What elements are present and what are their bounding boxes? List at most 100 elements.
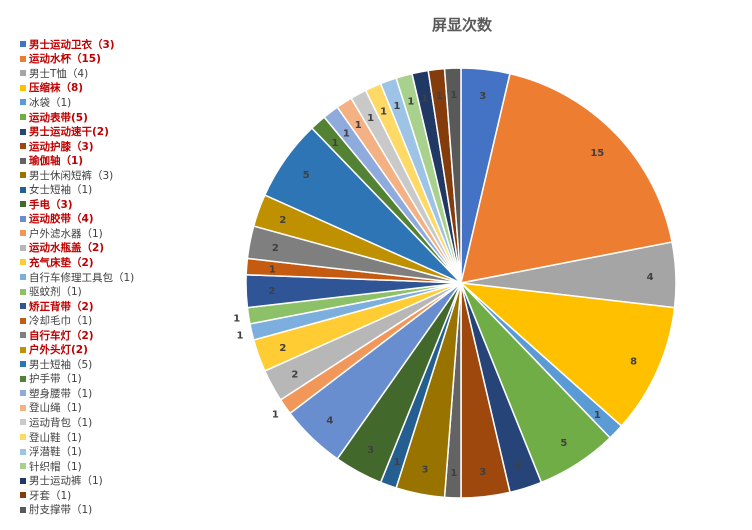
chart-legend: 男士运动卫衣（3) 运动水杯（15) 男士T恤（4) 压缩袜（8) 冰袋（1) 运动表带(…: [20, 37, 230, 517]
legend-swatch: [20, 492, 26, 499]
legend-item: 男士运动速干(2): [20, 124, 230, 139]
data-label: 2: [279, 343, 286, 354]
data-label: 3: [479, 91, 486, 102]
legend-label: 登山鞋（1): [29, 431, 82, 444]
legend-label: 男士T恤（4): [29, 67, 89, 80]
legend-label: 运动水杯（15): [29, 53, 101, 66]
legend-label: 手电（3): [29, 198, 73, 211]
legend-swatch: [20, 99, 26, 106]
legend-label: 运动水瓶盖（2): [29, 242, 105, 255]
legend-swatch: [20, 390, 26, 397]
legend-swatch: [20, 274, 26, 281]
legend-item: 登山鞋（1): [20, 430, 230, 445]
legend-item: 护手带（1): [20, 372, 230, 387]
data-label: 1: [394, 101, 401, 112]
legend-item: 塑身腰带（1): [20, 386, 230, 401]
data-label: 8: [630, 356, 637, 367]
legend-swatch: [20, 317, 26, 324]
legend-swatch: [20, 172, 26, 179]
legend-label: 运动胶带（4): [29, 213, 94, 226]
legend-swatch: [20, 375, 26, 382]
legend-item: 自行车修理工具包（1): [20, 270, 230, 285]
legend-item: 肘支撑带（1): [20, 503, 230, 518]
legend-swatch: [20, 477, 26, 484]
legend-item: 冷却毛巾（1): [20, 313, 230, 328]
data-label: 3: [422, 465, 429, 476]
legend-item: 登山绳（1): [20, 401, 230, 416]
legend-item: 男士运动卫衣（3): [20, 37, 230, 52]
data-label: 5: [303, 170, 310, 181]
legend-label: 男士运动裤（1): [29, 475, 103, 488]
legend-item: 牙套（1): [20, 488, 230, 503]
data-label: 3: [479, 467, 486, 478]
legend-label: 矫正背带（2): [29, 300, 94, 313]
legend-item: 自行车灯（2): [20, 328, 230, 343]
data-label: 1: [237, 331, 244, 342]
pie-slice: [458, 281, 676, 428]
legend-item: 女士短袖（1): [20, 182, 230, 197]
data-label: 1: [343, 129, 350, 140]
legend-item: 驱蚊剂（1): [20, 284, 230, 299]
legend-label: 冰袋（1): [29, 96, 72, 109]
legend-swatch: [20, 41, 26, 48]
legend-item: 运动水瓶盖（2): [20, 241, 230, 256]
data-label: 2: [291, 369, 298, 380]
data-label: 2: [272, 243, 279, 254]
legend-label: 登山绳（1): [29, 402, 82, 415]
legend-item: 男士短袖（5): [20, 357, 230, 372]
chart-title: 屏显次数: [431, 16, 492, 34]
data-label: 1: [332, 138, 339, 149]
legend-item: 运动胶带（4): [20, 212, 230, 227]
legend-item: 户外头灯(2): [20, 342, 230, 357]
legend-swatch: [20, 434, 26, 441]
data-label: 1: [367, 113, 374, 124]
legend-swatch: [20, 201, 26, 208]
legend-label: 户外滤水器（1): [29, 227, 103, 240]
data-label: 1: [380, 106, 387, 117]
data-label: 5: [560, 438, 567, 449]
legend-label: 自行车修理工具包（1): [29, 271, 135, 284]
legend-item: 矫正背带（2): [20, 299, 230, 314]
legend-item: 手电（3): [20, 197, 230, 212]
legend-swatch: [20, 288, 26, 295]
data-label: 2: [279, 215, 286, 226]
legend-item: 户外滤水器（1): [20, 226, 230, 241]
legend-swatch: [20, 70, 26, 77]
legend-swatch: [20, 404, 26, 411]
data-label: 15: [590, 148, 604, 159]
legend-label: 冷却毛巾（1): [29, 315, 93, 328]
data-label: 2: [515, 459, 522, 470]
data-label: 1: [594, 410, 601, 421]
legend-label: 驱蚊剂（1): [29, 286, 82, 299]
legend-swatch: [20, 332, 26, 339]
data-label: 1: [450, 90, 457, 101]
legend-label: 男士运动速干(2): [29, 126, 109, 139]
data-label: 1: [422, 93, 429, 104]
data-label: 4: [326, 415, 333, 426]
data-label: 1: [355, 120, 362, 131]
legend-swatch: [20, 419, 26, 426]
legend-swatch: [20, 361, 26, 368]
legend-item: 运动水杯（15): [20, 52, 230, 67]
legend-label: 运动背包（1): [29, 417, 93, 429]
legend-swatch: [20, 259, 26, 266]
legend-swatch: [20, 244, 26, 251]
legend-item: 运动表带(5): [20, 110, 230, 125]
pie-slice: [443, 67, 462, 284]
legend-item: 运动背包（1): [20, 415, 230, 430]
legend-swatch: [20, 128, 26, 135]
legend-swatch: [20, 143, 26, 150]
legend-label: 男士运动卫衣（3): [29, 38, 115, 51]
legend-label: 肘支撑带（1): [29, 504, 93, 517]
legend-label: 瑜伽轴（1): [29, 155, 84, 168]
data-label: 2: [268, 286, 275, 297]
legend-label: 护手带（1): [29, 373, 82, 386]
data-label: 1: [450, 468, 457, 479]
legend-swatch: [20, 114, 26, 120]
legend-swatch: [20, 215, 26, 222]
legend-label: 户外头灯(2): [29, 344, 88, 357]
legend-label: 针织帽（1): [29, 460, 82, 473]
data-label: 1: [436, 91, 443, 102]
data-label: 1: [233, 314, 240, 325]
